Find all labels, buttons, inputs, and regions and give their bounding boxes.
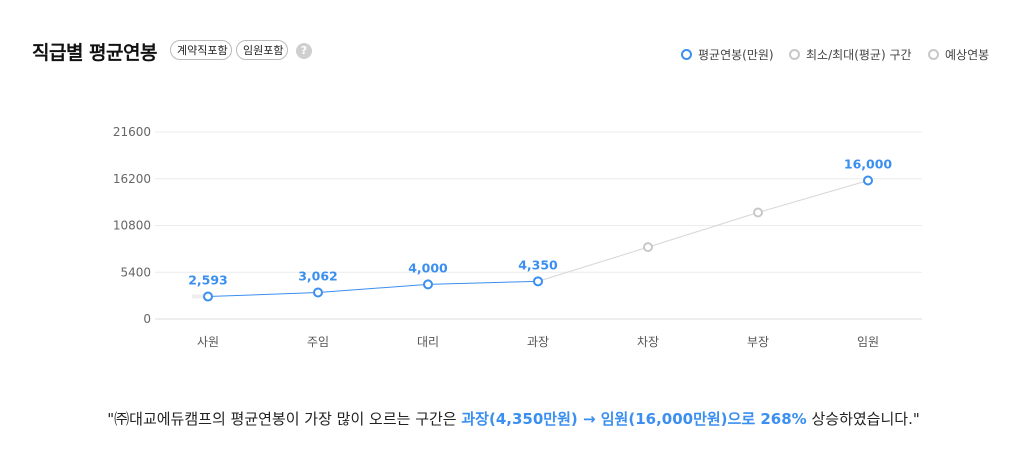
average-series-line bbox=[207, 291, 319, 298]
data-label: 2,593 bbox=[188, 273, 228, 288]
expected-series-line bbox=[757, 180, 869, 213]
summary-highlight: 과장(4,350만원) → 임원(16,000만원)으로 268% bbox=[461, 410, 807, 428]
min-max-range-band bbox=[192, 294, 208, 299]
average-data-point bbox=[203, 291, 213, 302]
x-tick-label: 차장 bbox=[637, 335, 659, 349]
data-label: 4,000 bbox=[408, 260, 448, 275]
y-tick-label: 5400 bbox=[120, 265, 151, 279]
legend-dot-icon bbox=[928, 49, 939, 60]
legend-label: 평균연봉(만원) bbox=[698, 48, 774, 62]
x-tick-label: 주임 bbox=[307, 335, 329, 349]
data-label: 16,000 bbox=[844, 156, 893, 171]
average-series-line bbox=[427, 280, 539, 285]
legend-min-max-range: 최소/최대(평균) 구간 bbox=[789, 46, 912, 63]
legend-label: 예상연봉 bbox=[945, 48, 990, 62]
help-icon[interactable]: ? bbox=[296, 43, 312, 59]
x-tick-label: 부장 bbox=[747, 335, 769, 349]
average-data-point bbox=[533, 276, 543, 287]
average-data-point bbox=[313, 287, 323, 298]
x-tick-label: 과장 bbox=[527, 335, 549, 349]
y-tick-label: 10800 bbox=[113, 219, 151, 233]
legend-expected-salary: 예상연봉 bbox=[928, 46, 989, 63]
expected-series-line bbox=[537, 246, 649, 282]
expected-data-point bbox=[643, 242, 653, 253]
y-tick-label: 16200 bbox=[113, 172, 151, 186]
x-tick-label: 임원 bbox=[857, 335, 879, 349]
data-label: 4,350 bbox=[518, 257, 558, 272]
legend-average-salary: 평균연봉(만원) bbox=[681, 46, 774, 63]
x-tick-label: 대리 bbox=[417, 335, 439, 349]
legend-dot-icon bbox=[681, 49, 692, 60]
average-data-point bbox=[423, 279, 433, 290]
legend-label: 최소/최대(평균) 구간 bbox=[806, 48, 912, 62]
average-data-point bbox=[863, 175, 873, 186]
data-label: 3,062 bbox=[298, 268, 338, 283]
executive-included-tag[interactable]: 임원포함 bbox=[236, 40, 288, 60]
expected-data-point bbox=[753, 207, 763, 218]
summary-prefix: "㈜대교에듀캠프의 평균연봉이 가장 많이 오르는 구간은 bbox=[107, 410, 462, 428]
summary-text: "㈜대교에듀캠프의 평균연봉이 가장 많이 오르는 구간은 과장(4,350만원… bbox=[0, 408, 1027, 429]
y-tick-label: 21600 bbox=[113, 125, 151, 139]
legend-dot-icon bbox=[789, 49, 800, 60]
summary-suffix: 상승하였습니다." bbox=[806, 410, 920, 428]
contract-included-tag[interactable]: 계약직포함 bbox=[170, 40, 232, 60]
page-title: 직급별 평균연봉 bbox=[32, 42, 157, 64]
expected-series-line bbox=[647, 212, 759, 248]
y-tick-label: 0 bbox=[143, 312, 151, 326]
average-series-line bbox=[317, 283, 429, 293]
x-tick-label: 사원 bbox=[197, 335, 219, 349]
